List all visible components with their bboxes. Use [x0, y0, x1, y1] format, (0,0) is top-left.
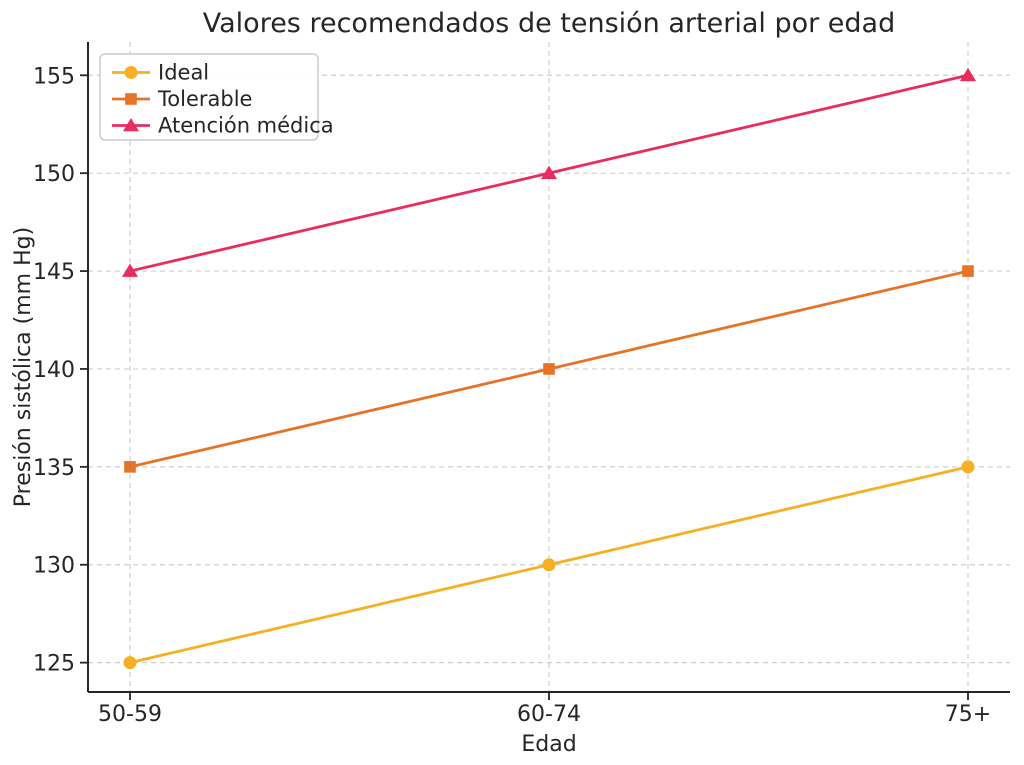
y-tick-label: 135 [33, 456, 75, 481]
y-tick-label: 145 [33, 260, 75, 285]
data-point-circle [961, 460, 975, 474]
x-tick-label: 75+ [945, 702, 991, 727]
legend-item-label: Ideal [158, 61, 209, 85]
y-axis-label: Presión sistólica (mm Hg) [11, 227, 36, 507]
series-layer [122, 67, 976, 670]
legend-item: Atención médica [112, 114, 334, 138]
data-point-circle [123, 656, 137, 670]
legend-item: Tolerable [112, 87, 252, 111]
data-point-square [543, 363, 555, 375]
data-point-circle [542, 558, 556, 572]
x-tick-label: 50-59 [98, 702, 162, 727]
y-tick-label: 130 [33, 554, 75, 579]
chart-title: Valores recomendados de tensión arterial… [203, 8, 895, 39]
tick-layer: 125 130 135 140 145 150 155 50-59 60-74 75+ [33, 64, 991, 727]
y-tick-label: 125 [33, 652, 75, 677]
y-tick-label: 150 [33, 162, 75, 187]
data-point-triangle [122, 263, 138, 277]
y-tick-label: 155 [33, 64, 75, 89]
data-point-square [962, 265, 974, 277]
legend-item-label: Tolerable [157, 87, 252, 111]
legend-marker-circle [124, 66, 138, 79]
legend-marker-square [125, 93, 137, 105]
data-point-triangle [541, 165, 557, 179]
legend-item: Ideal [112, 61, 209, 85]
data-point-triangle [960, 67, 976, 82]
legend-item-label: Atención médica [158, 114, 334, 138]
x-tick-label: 60-74 [517, 702, 581, 727]
legend-box [99, 53, 319, 141]
data-point-square [124, 461, 136, 473]
legend-marker-triangle [123, 118, 139, 132]
y-tick-label: 140 [33, 358, 75, 383]
x-axis-label: Edad [521, 732, 576, 757]
